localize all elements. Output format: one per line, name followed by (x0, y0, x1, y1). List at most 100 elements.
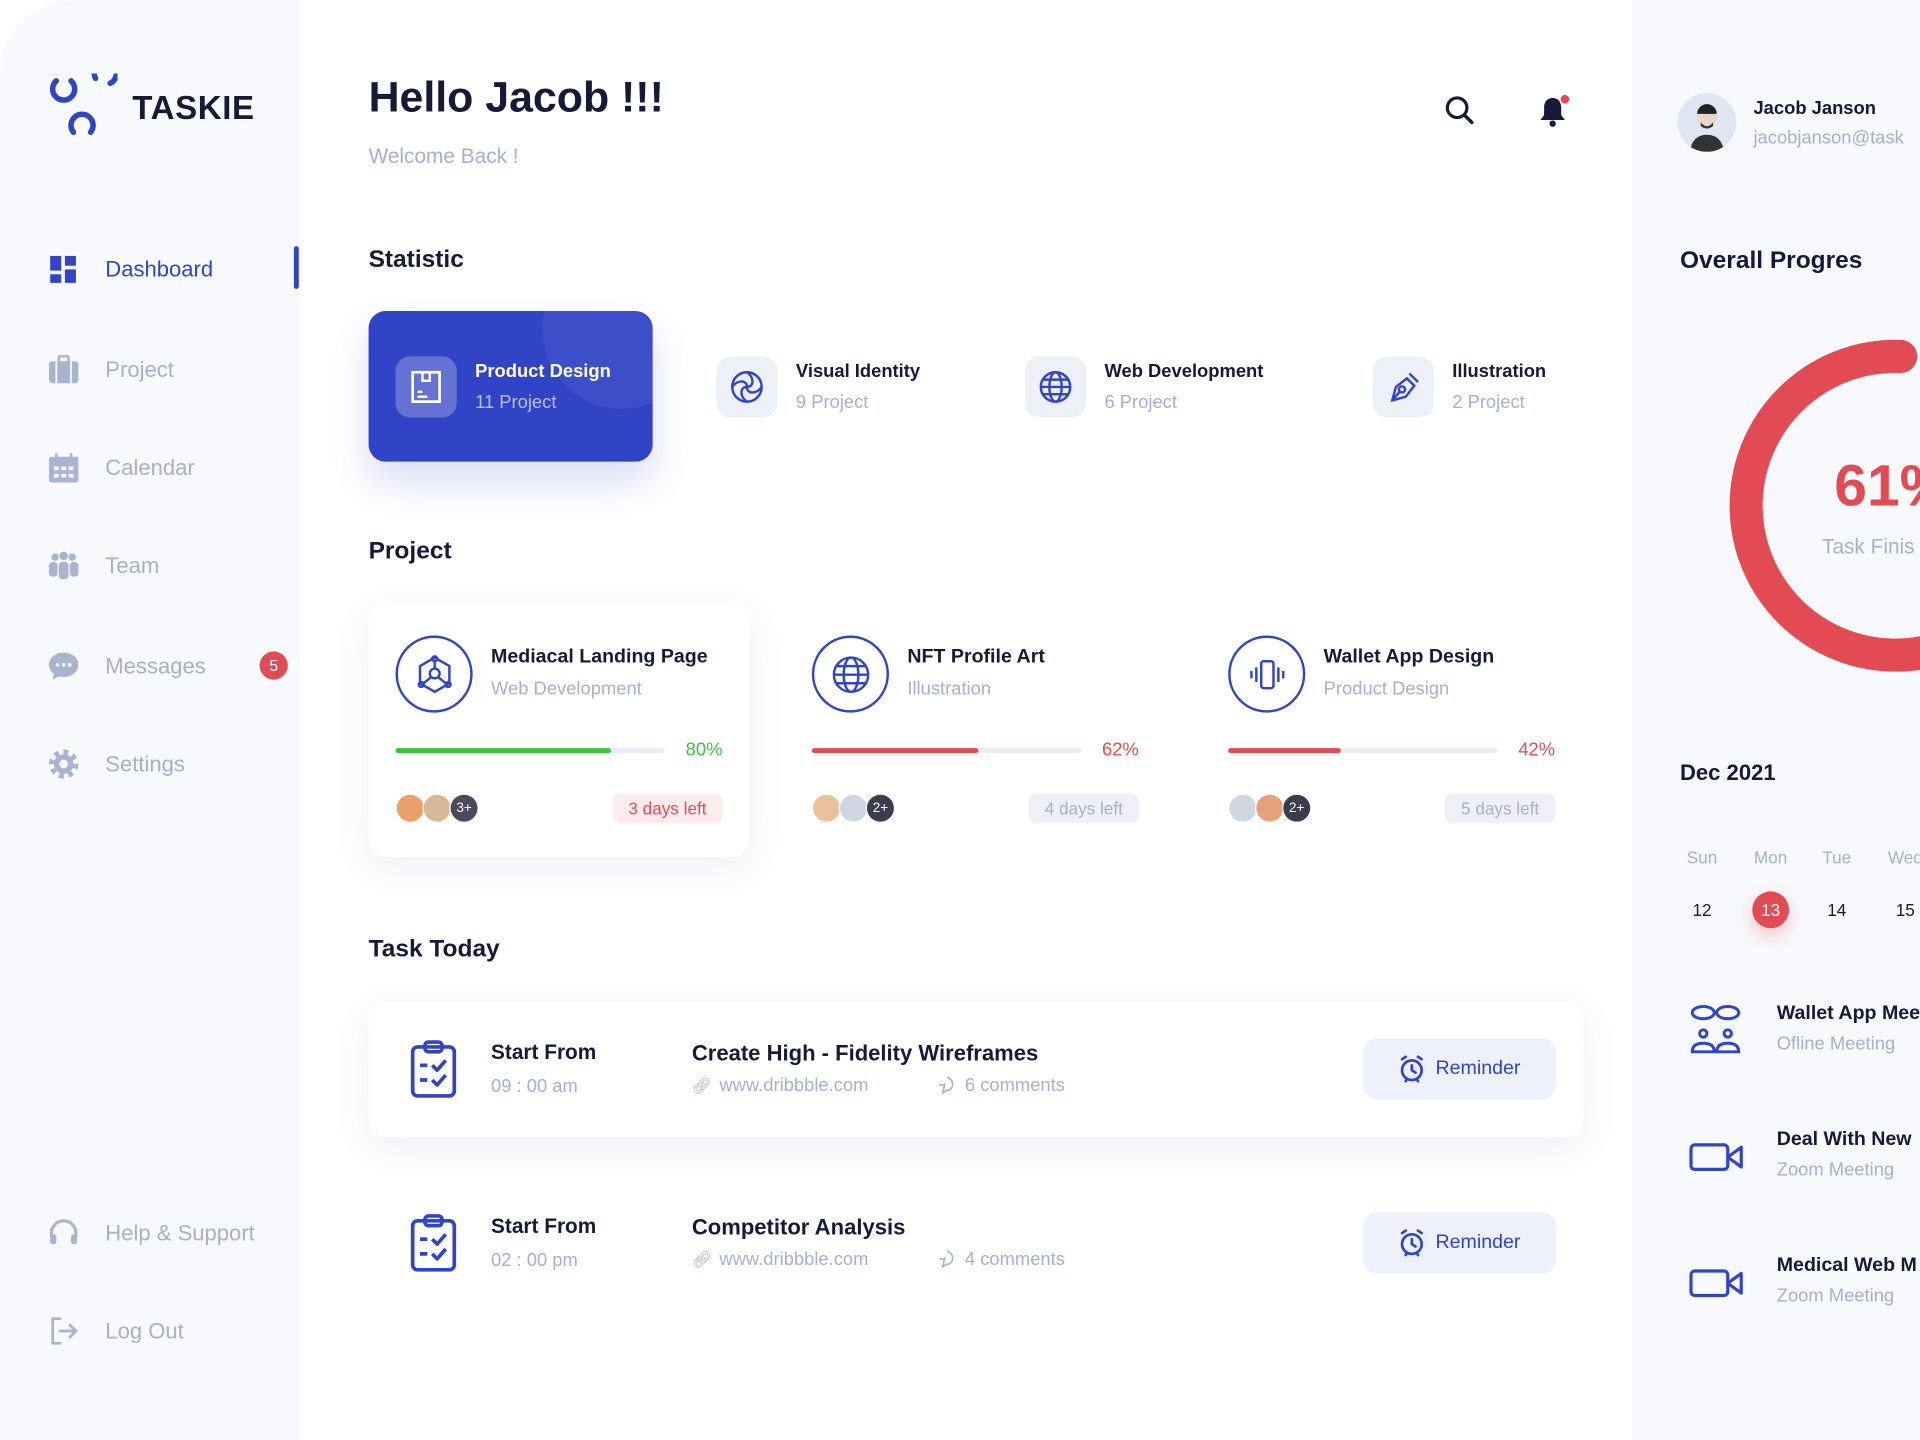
task-link-text[interactable]: www.dribbble.com (719, 1075, 869, 1096)
sidebar-item-logout[interactable]: Log Out (47, 1309, 184, 1353)
nav-label: Dashboard (105, 256, 214, 282)
nav-label: Project (105, 356, 174, 382)
briefcase-icon (48, 355, 79, 384)
sidebar-item-team[interactable]: Team (47, 544, 160, 588)
project-title: Mediacal Landing Page (491, 646, 708, 668)
sidebar-item-settings[interactable]: Settings (47, 742, 185, 786)
project-icon-circle (395, 635, 473, 713)
project-progress-label: 80% (685, 739, 723, 761)
search-icon[interactable] (1444, 94, 1476, 126)
member-avatar[interactable] (811, 793, 842, 823)
calendar-date[interactable]: 13 (1752, 891, 1789, 929)
bell-icon[interactable] (1536, 93, 1573, 130)
right-panel: Jacob Janson jacobjanson@task Overall Pr… (1632, 0, 1920, 1440)
weekday-label: Mon (1753, 847, 1788, 867)
task-heading: Task Today (368, 935, 500, 963)
task-row[interactable]: Start From 09 : 00 am Create High - Fide… (368, 1001, 1584, 1138)
calendar-date[interactable]: 14 (1827, 900, 1847, 920)
project-icon-circle (1228, 635, 1306, 713)
grid-icon (50, 255, 76, 283)
globe-icon (1024, 355, 1087, 417)
member-avatar[interactable] (838, 793, 869, 823)
task-comments[interactable]: 4 comments (939, 1249, 1065, 1270)
member-avatar[interactable] (1255, 793, 1285, 823)
project-title: NFT Profile Art (907, 646, 1045, 668)
project-progress-label: 42% (1518, 739, 1556, 761)
task-row[interactable]: Start From 02 : 00 pm Competitor Analysi… (369, 1176, 1584, 1312)
stat-title: Web Development (1104, 360, 1264, 382)
stat-card-product-design[interactable]: Product Design 11 Project (368, 311, 653, 462)
aperture-icon (716, 355, 778, 417)
meeting-title: Deal With New (1776, 1128, 1912, 1150)
page-title: Hello Jacob !!! (368, 73, 664, 122)
project-card[interactable]: Wallet App Design Product Design 42% 2+ … (1201, 604, 1582, 857)
meeting-item[interactable]: Wallet App Mee Ofline Meeting (1632, 998, 1920, 1071)
overall-caption: Task Finis (1822, 535, 1915, 559)
team-icon (48, 551, 79, 580)
meeting-title: Medical Web M (1776, 1255, 1917, 1276)
task-comments-text: 4 comments (964, 1248, 1065, 1270)
sidebar-item-project[interactable]: Project (47, 348, 174, 392)
task-icon (408, 1038, 459, 1105)
task-title: Create High - Fidelity Wireframes (691, 1040, 1039, 1066)
nav-label: Settings (105, 751, 185, 776)
project-title: Wallet App Design (1323, 646, 1495, 668)
network-icon (416, 654, 452, 693)
task-time: 02 : 00 pm (491, 1250, 578, 1272)
more-members-count[interactable]: 2+ (1282, 793, 1312, 823)
member-avatar[interactable] (422, 793, 452, 823)
meeting-type: Zoom Meeting (1776, 1159, 1895, 1181)
weekday-label: Sun (1686, 847, 1718, 867)
project-category: Web Development (491, 678, 642, 700)
globe-icon (832, 655, 869, 693)
progress-ring (1729, 339, 1920, 672)
task-comments[interactable]: 6 comments (939, 1075, 1065, 1096)
sidebar (0, 0, 301, 1440)
calendar-date[interactable]: 15 (1895, 900, 1915, 920)
meeting-icon (1689, 1141, 1745, 1179)
task-link[interactable]: 🔗︎ www.dribbble.com (692, 1075, 869, 1096)
task-link-text[interactable]: www.dribbble.com (719, 1248, 869, 1270)
brand-name: TASKIE (132, 89, 255, 127)
task-link[interactable]: 🔗︎ www.dribbble.com (692, 1249, 869, 1270)
sidebar-item-messages[interactable]: Messages (47, 644, 206, 688)
sidebar-item-dashboard[interactable]: Dashboard (47, 247, 214, 291)
project-card[interactable]: Mediacal Landing Page Web Development 80… (368, 603, 750, 858)
video-camera-icon (1689, 1143, 1743, 1171)
project-progress-bar (1228, 748, 1498, 754)
nav-label: Team (105, 552, 160, 578)
messages-badge: 5 (259, 651, 288, 680)
phone-vibrate-icon (1249, 659, 1284, 689)
reminder-button[interactable]: Reminder (1362, 1212, 1557, 1274)
link-icon: 🔗︎ (691, 1249, 713, 1268)
pen-tool-icon (1372, 355, 1434, 417)
sidebar-item-calendar[interactable]: Calendar (47, 446, 195, 490)
stat-count: 6 Project (1104, 391, 1177, 413)
stat-card-visual-identity[interactable]: Visual Identity 9 Project (716, 311, 920, 462)
member-avatar[interactable] (395, 793, 425, 823)
member-avatar[interactable] (1228, 793, 1258, 823)
deadline-badge: 4 days left (1028, 793, 1139, 823)
clipboard-check-icon (410, 1040, 457, 1098)
progress-fill (395, 748, 612, 754)
active-indicator (293, 246, 299, 289)
calendar-date[interactable]: 12 (1692, 900, 1712, 920)
meeting-item[interactable]: Deal With New Zoom Meeting (1632, 1124, 1920, 1197)
reminder-button[interactable]: Reminder (1362, 1038, 1557, 1100)
project-icon-circle (811, 635, 889, 713)
alarm-clock-icon (1401, 1229, 1424, 1257)
more-members-count[interactable]: 3+ (449, 793, 479, 823)
project-card[interactable]: NFT Profile Art Illustration 62% 2+ 4 da… (785, 604, 1166, 857)
avatar[interactable] (1677, 93, 1737, 152)
sidebar-item-help[interactable]: Help & Support (47, 1211, 255, 1255)
more-members-count[interactable]: 2+ (865, 793, 896, 823)
stat-card-illustration[interactable]: Illustration 2 Project (1372, 311, 1546, 462)
stat-card-web-development[interactable]: Web Development 6 Project (1024, 311, 1264, 462)
meeting-item[interactable]: Medical Web M Zoom Meeting (1632, 1250, 1920, 1323)
logout-icon (51, 1317, 78, 1345)
meeting-title: Wallet App Mee (1776, 1002, 1920, 1024)
alarm-clock-icon (1401, 1055, 1424, 1083)
overall-heading: Overall Progres (1680, 247, 1863, 275)
stat-count: 2 Project (1452, 391, 1525, 413)
